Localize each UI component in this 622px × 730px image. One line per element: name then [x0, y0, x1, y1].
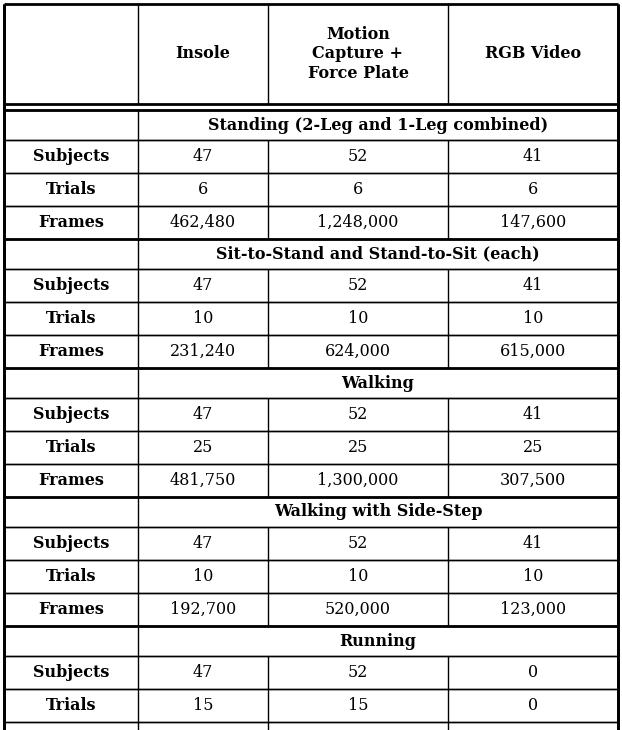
- Text: 307,500: 307,500: [500, 472, 566, 489]
- Text: Trials: Trials: [46, 181, 96, 198]
- Text: 52: 52: [348, 406, 368, 423]
- Text: 147,600: 147,600: [500, 214, 566, 231]
- Text: 52: 52: [348, 277, 368, 294]
- Text: 41: 41: [523, 406, 543, 423]
- Text: 0: 0: [528, 697, 538, 714]
- Text: 192,700: 192,700: [170, 601, 236, 618]
- Text: 41: 41: [523, 277, 543, 294]
- Text: 15: 15: [193, 697, 213, 714]
- Text: 0: 0: [528, 664, 538, 681]
- Text: 6: 6: [353, 181, 363, 198]
- Text: 10: 10: [193, 310, 213, 327]
- Text: 10: 10: [348, 310, 368, 327]
- Text: 1,248,000: 1,248,000: [317, 214, 399, 231]
- Text: 25: 25: [193, 439, 213, 456]
- Text: 10: 10: [523, 568, 543, 585]
- Text: 47: 47: [193, 148, 213, 165]
- Text: 231,240: 231,240: [170, 343, 236, 360]
- Text: 41: 41: [523, 535, 543, 552]
- Text: 520,000: 520,000: [325, 601, 391, 618]
- Text: Frames: Frames: [38, 343, 104, 360]
- Text: 15: 15: [348, 697, 368, 714]
- Text: Trials: Trials: [46, 697, 96, 714]
- Text: Subjects: Subjects: [33, 535, 109, 552]
- Text: 1,300,000: 1,300,000: [317, 472, 399, 489]
- Text: RGB Video: RGB Video: [485, 45, 581, 63]
- Text: Running: Running: [340, 632, 417, 650]
- Text: 481,750: 481,750: [170, 472, 236, 489]
- Text: Motion
Capture +
Force Plate: Motion Capture + Force Plate: [307, 26, 409, 82]
- Text: Walking with Side-Step: Walking with Side-Step: [274, 504, 482, 520]
- Text: Subjects: Subjects: [33, 148, 109, 165]
- Text: 47: 47: [193, 277, 213, 294]
- Text: Trials: Trials: [46, 568, 96, 585]
- Text: 615,000: 615,000: [500, 343, 566, 360]
- Text: 52: 52: [348, 535, 368, 552]
- Text: 52: 52: [348, 148, 368, 165]
- Text: 123,000: 123,000: [500, 601, 566, 618]
- Text: 52: 52: [348, 664, 368, 681]
- Text: Walking: Walking: [341, 374, 414, 391]
- Text: 47: 47: [193, 664, 213, 681]
- Text: 6: 6: [528, 181, 538, 198]
- Text: 10: 10: [523, 310, 543, 327]
- Text: Trials: Trials: [46, 439, 96, 456]
- Text: Insole: Insole: [175, 45, 230, 63]
- Text: Frames: Frames: [38, 472, 104, 489]
- Text: Sit-to-Stand and Stand-to-Sit (each): Sit-to-Stand and Stand-to-Sit (each): [216, 245, 540, 263]
- Text: Subjects: Subjects: [33, 406, 109, 423]
- Text: Subjects: Subjects: [33, 277, 109, 294]
- Text: 47: 47: [193, 406, 213, 423]
- Text: 624,000: 624,000: [325, 343, 391, 360]
- Text: Standing (2-Leg and 1-Leg combined): Standing (2-Leg and 1-Leg combined): [208, 117, 548, 134]
- Text: 47: 47: [193, 535, 213, 552]
- Text: Frames: Frames: [38, 214, 104, 231]
- Text: 25: 25: [348, 439, 368, 456]
- Text: Frames: Frames: [38, 601, 104, 618]
- Text: Subjects: Subjects: [33, 664, 109, 681]
- Text: 25: 25: [523, 439, 543, 456]
- Text: 41: 41: [523, 148, 543, 165]
- Text: 10: 10: [193, 568, 213, 585]
- Text: 10: 10: [348, 568, 368, 585]
- Text: Trials: Trials: [46, 310, 96, 327]
- Text: 462,480: 462,480: [170, 214, 236, 231]
- Text: 6: 6: [198, 181, 208, 198]
